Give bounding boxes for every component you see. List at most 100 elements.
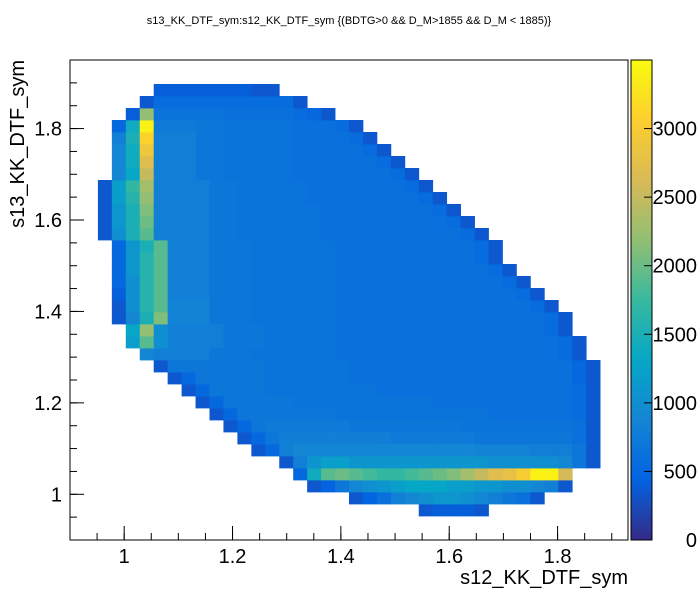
heat-cell <box>279 264 294 277</box>
heat-cell <box>181 324 196 337</box>
heat-cell <box>125 240 141 253</box>
heat-cell <box>293 300 308 313</box>
heat-cell <box>321 312 336 325</box>
heat-cell <box>139 276 155 289</box>
heat-cell <box>544 408 559 421</box>
heat-cell <box>139 288 155 301</box>
heat-cell <box>167 372 182 385</box>
heat-cell <box>195 180 210 193</box>
heat-cell <box>544 312 559 325</box>
heat-cell <box>335 180 350 193</box>
heat-cell <box>97 192 113 205</box>
x-tick-label: 1.2 <box>219 546 247 568</box>
y-tick-label: 1.2 <box>34 393 62 415</box>
heat-cell <box>139 108 155 121</box>
heat-cell <box>418 504 434 517</box>
heat-cell <box>111 120 127 133</box>
heat-cell <box>279 168 294 181</box>
heat-cell <box>223 324 238 337</box>
heat-cell <box>307 288 322 301</box>
heat-cell <box>390 264 406 277</box>
heat-cell <box>195 396 210 409</box>
heat-cell <box>418 492 434 505</box>
heat-cell <box>307 120 322 133</box>
heat-cell <box>293 168 308 181</box>
heat-cell <box>265 120 280 133</box>
heat-cell <box>488 384 503 397</box>
heat-cell <box>349 372 364 385</box>
heat-cell <box>111 192 127 205</box>
heat-cell <box>390 156 406 169</box>
heat-cell <box>125 180 141 193</box>
heat-cell <box>307 468 322 481</box>
heat-cell <box>404 444 420 457</box>
heat-cell <box>335 396 350 409</box>
heat-cell <box>572 336 587 349</box>
heat-cell <box>530 492 545 505</box>
heat-cell <box>293 192 308 205</box>
heat-cell <box>474 468 489 481</box>
heat-cell <box>293 384 308 397</box>
heat-cell <box>335 324 350 337</box>
heat-cell <box>335 420 350 433</box>
heat-cell <box>418 216 434 229</box>
heat-cell <box>307 300 322 313</box>
heat-cell <box>516 348 531 361</box>
heat-cell <box>153 276 169 289</box>
z-tick-label: 0 <box>686 530 697 552</box>
heat-cell <box>237 240 252 253</box>
heat-cell <box>307 204 322 217</box>
heat-cell <box>335 444 350 457</box>
heat-cell <box>446 324 461 337</box>
heat-cell <box>376 480 392 493</box>
heat-cell <box>251 216 266 229</box>
heat-cell <box>418 372 434 385</box>
heat-cell <box>153 132 169 145</box>
heat-cell <box>321 108 336 121</box>
heat-cell <box>293 432 308 445</box>
heat-cell <box>558 468 573 481</box>
heat-cell <box>432 324 448 337</box>
heat-cell <box>376 168 392 181</box>
y-tick-label: 1.6 <box>34 210 62 232</box>
heat-cell <box>139 264 155 277</box>
heat-cell <box>446 216 461 229</box>
heat-cell <box>432 456 448 469</box>
heat-cell <box>321 192 336 205</box>
heat-cell <box>446 312 461 325</box>
heat-cell <box>237 204 252 217</box>
heat-cell <box>237 216 252 229</box>
heat-cell <box>125 132 141 145</box>
heat-cell <box>390 336 406 349</box>
heat-cell <box>139 132 155 145</box>
heat-cell <box>195 336 210 349</box>
heat-cell <box>446 444 461 457</box>
heat-cell <box>195 300 210 313</box>
heat-cell <box>279 300 294 313</box>
heat-cell <box>390 456 406 469</box>
heat-cell <box>460 408 475 421</box>
heat-cell <box>335 276 350 289</box>
heat-cell <box>558 432 573 445</box>
heat-cell <box>181 84 196 97</box>
heat-cell <box>251 204 266 217</box>
heat-cell <box>237 432 252 445</box>
frame <box>69 59 629 541</box>
heat-cell <box>362 408 378 421</box>
heat-cell <box>237 144 252 157</box>
heat-cell <box>404 408 420 421</box>
heat-cell <box>307 336 322 349</box>
heat-cell <box>237 384 252 397</box>
heat-cell <box>362 204 378 217</box>
heat-cell <box>516 408 531 421</box>
heat-cell <box>349 324 364 337</box>
heat-cell <box>237 96 252 109</box>
heat-cell <box>432 252 448 265</box>
heat-cell <box>530 456 545 469</box>
heat-cell <box>223 276 238 289</box>
heat-cell <box>209 156 224 169</box>
heat-cell <box>446 384 461 397</box>
heat-cell <box>181 372 196 385</box>
heat-cell <box>335 288 350 301</box>
heat-cell <box>404 396 420 409</box>
